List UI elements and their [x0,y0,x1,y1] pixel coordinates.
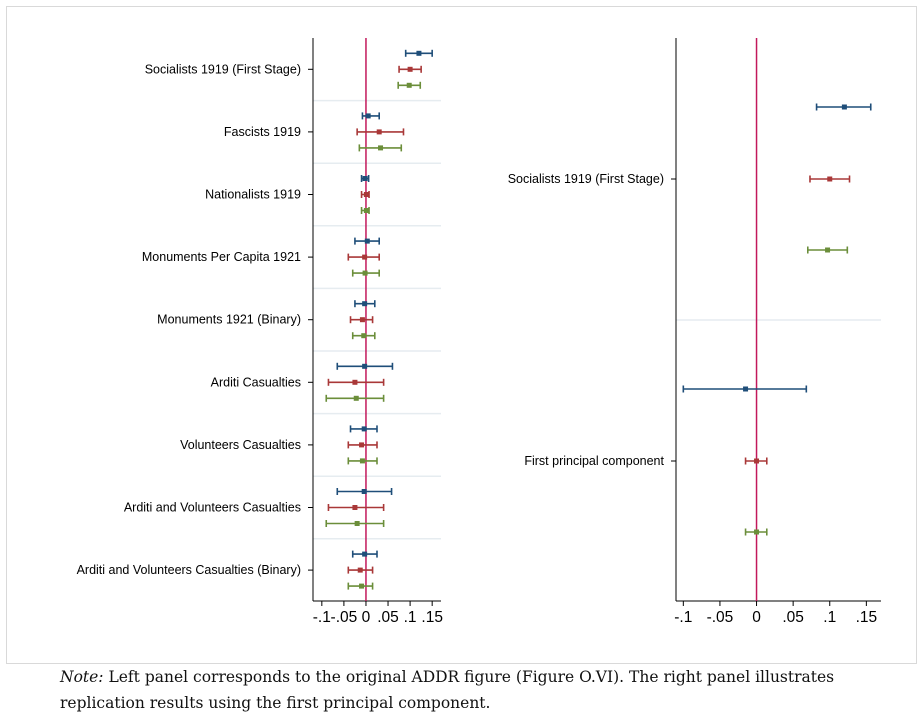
point-estimate [352,379,358,385]
category-label: Monuments 1921 (Binary) [157,313,301,327]
note-text: Left panel corresponds to the original A… [60,668,835,712]
point-estimate [841,104,847,110]
x-tick-label: 0 [752,609,761,626]
category-label: Monuments Per Capita 1921 [142,250,301,264]
point-estimate [359,458,365,464]
point-estimate [361,426,367,432]
point-estimate [354,521,360,526]
point-estimate [378,145,384,151]
point-estimate [352,505,358,510]
point-estimate [363,208,369,213]
note-label: Note: [60,668,104,686]
x-tick-label: -.1 [313,609,331,626]
point-estimate [754,458,760,464]
x-tick-label: .05 [377,609,399,626]
left-panel: Socialists 1919 (First Stage) Fascists 19… [77,38,443,626]
point-estimate [827,176,833,182]
x-tick-label: -.05 [331,609,358,626]
point-estimate [362,270,368,276]
point-estimate [416,50,422,56]
x-tick-label: -.1 [674,609,692,626]
point-estimate [359,317,365,323]
category-label: Volunteers Casualties [180,438,301,452]
point-estimate [361,333,367,339]
x-tick-label: .1 [823,609,836,626]
right-panel: Socialists 1919 (First Stage) First princ… [508,38,881,626]
coefficient-plots: Socialists 1919 (First Stage) Fascists 19… [77,38,881,626]
point-estimate [364,238,370,244]
x-tick-label: .15 [856,609,878,626]
x-tick-label: -.05 [707,609,734,626]
x-tick-label: .15 [421,609,443,626]
category-label: Arditi and Volunteers Casualties [124,501,301,515]
point-estimate [362,301,368,307]
point-estimate [362,254,368,260]
point-estimate [365,113,371,119]
category-label: Nationalists 1919 [205,188,301,202]
x-tick-label: .05 [782,609,804,626]
point-estimate [357,567,363,573]
category-label: Fascists 1919 [224,125,301,139]
x-tick-label: 0 [362,609,371,626]
category-label: Socialists 1919 (First Stage) [508,172,664,186]
point-estimate [407,66,413,72]
point-estimate [361,489,367,494]
point-estimate [362,176,368,181]
point-estimate [743,386,749,392]
point-estimate [754,529,760,535]
point-estimate [353,395,359,401]
point-estimate [359,442,365,448]
point-estimate [362,551,368,557]
point-estimate [376,129,382,135]
point-estimate [362,363,368,369]
category-label: Socialists 1919 (First Stage) [145,62,301,76]
point-estimate [825,247,831,253]
category-label: First principal component [524,454,664,468]
point-estimate [359,583,365,589]
figure-note: Note: Left panel corresponds to the orig… [60,664,880,716]
point-estimate [406,82,412,88]
category-label: Arditi Casualties [211,375,301,389]
point-estimate [363,192,369,197]
figure-frame [6,6,917,664]
category-label: Arditi and Volunteers Casualties (Binary… [77,563,301,577]
x-tick-label: .1 [404,609,417,626]
